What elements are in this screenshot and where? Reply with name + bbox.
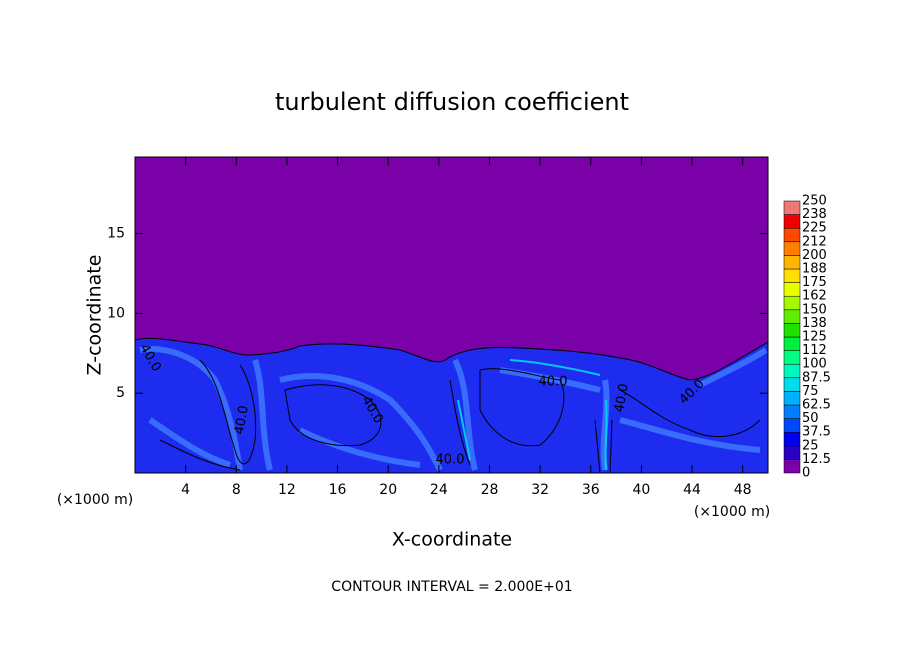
colorbar-swatch <box>783 350 801 365</box>
colorbar-label: 250 <box>802 194 827 209</box>
y-tick-label: 15 <box>107 226 125 242</box>
colorbar-label: 0 <box>802 466 810 481</box>
colorbar-label: 138 <box>802 316 827 331</box>
x-tick-label: 8 <box>232 482 241 498</box>
contour-label: 40.0 <box>539 375 568 390</box>
contour-label: 40.0 <box>232 404 252 435</box>
colorbar-label: 238 <box>802 207 827 222</box>
x-tick-label: 24 <box>430 482 448 498</box>
y-tick-label: 10 <box>107 305 125 321</box>
colorbar-label: 212 <box>802 234 827 249</box>
x-tick-label: 28 <box>481 482 499 498</box>
x-tick-label: 12 <box>278 482 296 498</box>
colorbar-swatch <box>783 404 801 419</box>
contour-label: 40.0 <box>436 453 465 468</box>
footer-note: CONTOUR INTERVAL = 2.000E+01 <box>331 579 572 595</box>
colorbar-label: 75 <box>802 384 819 399</box>
colorbar-label: 162 <box>802 289 827 304</box>
colorbar-label: 125 <box>802 330 827 345</box>
colorbar-label: 200 <box>802 248 827 263</box>
x-tick-label: 4 <box>181 482 190 498</box>
contour-label: 40.0 <box>612 382 632 413</box>
colorbar-label: 25 <box>802 438 819 453</box>
colorbar-label: 188 <box>802 262 827 277</box>
x-tick-label: 48 <box>734 482 752 498</box>
colorbar-swatch <box>783 363 801 379</box>
colorbar-label: 37.5 <box>802 425 831 440</box>
colorbar-swatch <box>783 431 801 447</box>
colorbar-label: 112 <box>802 343 827 358</box>
colorbar-swatch <box>783 200 801 215</box>
colorbar-label: 175 <box>802 275 827 290</box>
x-tick-label: 16 <box>329 482 347 498</box>
colorbar-swatch <box>783 268 801 283</box>
colorbar-swatch <box>783 295 801 311</box>
contour-field <box>135 157 768 473</box>
colorbar-label: 12.5 <box>802 452 831 467</box>
plot-frame <box>134 156 769 474</box>
colorbar-swatch <box>783 282 801 297</box>
colorbar-swatch <box>783 391 801 406</box>
colorbar-swatch <box>783 336 801 351</box>
x-tick-label: 44 <box>683 482 701 498</box>
x-tick-label: 32 <box>531 482 549 498</box>
colorbar-swatch <box>783 309 801 324</box>
colorbar-swatch <box>783 255 801 270</box>
colorbar-swatch <box>783 241 801 256</box>
colorbar-label: 50 <box>802 411 819 426</box>
colorbar-swatch <box>783 418 801 433</box>
colorbar-swatch <box>783 459 801 474</box>
colorbar-swatch <box>783 214 801 229</box>
colorbar-label: 62.5 <box>802 398 831 413</box>
colorbar-label: 100 <box>802 357 827 372</box>
colorbar-label: 87.5 <box>802 370 831 385</box>
x-unit-label: (×1000 m) <box>694 504 770 520</box>
chart-title: turbulent diffusion coefficient <box>275 88 629 116</box>
colorbar-swatch <box>783 445 801 460</box>
x-unit-label: (×1000 m) <box>57 492 133 508</box>
y-axis-label: Z-coordinate <box>84 255 106 376</box>
x-axis-label: X-coordinate <box>392 529 512 551</box>
x-tick-label: 36 <box>582 482 600 498</box>
x-tick-label: 20 <box>379 482 397 498</box>
colorbar-label: 150 <box>802 302 827 317</box>
colorbar-swatch <box>783 323 801 338</box>
colorbar-label: 225 <box>802 221 827 236</box>
colorbar-swatch <box>783 227 801 243</box>
colorbar-swatch <box>783 377 801 392</box>
x-tick-label: 40 <box>632 482 650 498</box>
y-tick-label: 5 <box>116 385 125 401</box>
